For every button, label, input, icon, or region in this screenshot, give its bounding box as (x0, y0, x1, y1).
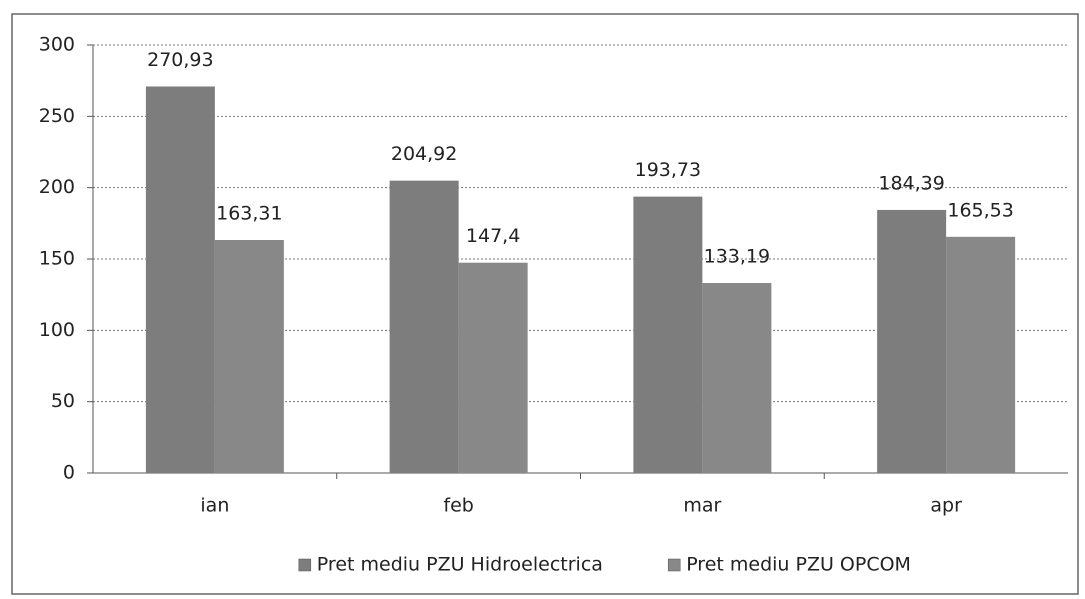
data-label: 147,4 (466, 225, 520, 247)
data-label: 184,39 (878, 172, 944, 194)
data-label: 133,19 (704, 245, 770, 267)
legend-swatch (667, 558, 681, 572)
y-tick-label: 150 (39, 248, 75, 270)
bar (389, 180, 459, 473)
data-label: 193,73 (635, 159, 701, 181)
y-tick-label: 300 (39, 34, 75, 56)
legend-label: Pret mediu PZU Hidroelectrica (317, 554, 603, 576)
bar (458, 262, 528, 473)
data-label: 165,53 (947, 199, 1013, 221)
x-tick-label: feb (443, 495, 473, 517)
legend-swatch (298, 558, 312, 572)
x-tick-label: apr (930, 495, 962, 517)
x-tick-label: mar (683, 495, 721, 517)
bar (702, 282, 772, 473)
x-tick-label: ian (200, 495, 229, 517)
bar (877, 209, 947, 473)
data-label: 270,93 (147, 49, 213, 71)
y-tick-label: 50 (51, 390, 75, 412)
y-tick-label: 250 (39, 105, 75, 127)
bar (214, 240, 284, 473)
data-label: 163,31 (216, 203, 282, 225)
legend-label: Pret mediu PZU OPCOM (686, 554, 911, 576)
y-tick-label: 200 (39, 176, 75, 198)
bar (633, 196, 703, 473)
bar (145, 86, 215, 473)
y-tick-label: 0 (63, 462, 75, 484)
y-tick-label: 100 (39, 319, 75, 341)
data-label: 204,92 (391, 143, 457, 165)
bar (946, 236, 1016, 473)
